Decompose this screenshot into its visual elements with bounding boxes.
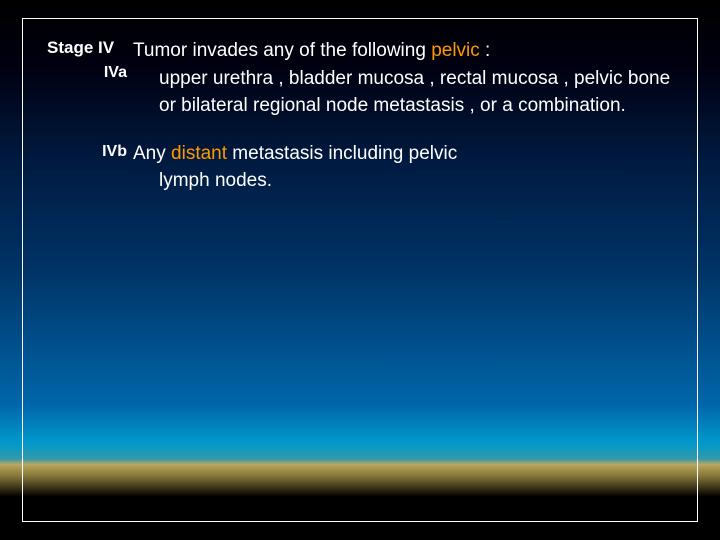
description-iva: upper urethra , bladder mucosa , rectal …	[133, 65, 673, 120]
after-highlight-ivb: metastasis including pelvic	[227, 143, 457, 164]
substage-label-iva: IVa	[47, 61, 133, 84]
lead-text-iva: Tumor invades any of the following	[133, 40, 431, 61]
label-column: Stage IV IVa	[47, 37, 133, 84]
lead-text-ivb: Any	[133, 143, 171, 164]
stage-heading: Stage IV	[47, 37, 133, 59]
slide-frame: Stage IV IVa Tumor invades any of the fo…	[22, 18, 698, 522]
stage-row-iva: Stage IV IVa Tumor invades any of the fo…	[47, 37, 673, 120]
substage-label-ivb: IVb	[47, 140, 133, 163]
description-ivb: lymph nodes.	[133, 167, 673, 195]
label-column: IVb	[47, 140, 133, 163]
after-highlight-iva: :	[480, 40, 491, 61]
stage-row-ivb: IVb Any distant metastasis including pel…	[47, 140, 673, 195]
body-column-ivb: Any distant metastasis including pelvic …	[133, 140, 673, 195]
highlight-iva: pelvic	[431, 40, 480, 61]
highlight-ivb: distant	[171, 143, 227, 164]
body-column-iva: Tumor invades any of the following pelvi…	[133, 37, 673, 120]
